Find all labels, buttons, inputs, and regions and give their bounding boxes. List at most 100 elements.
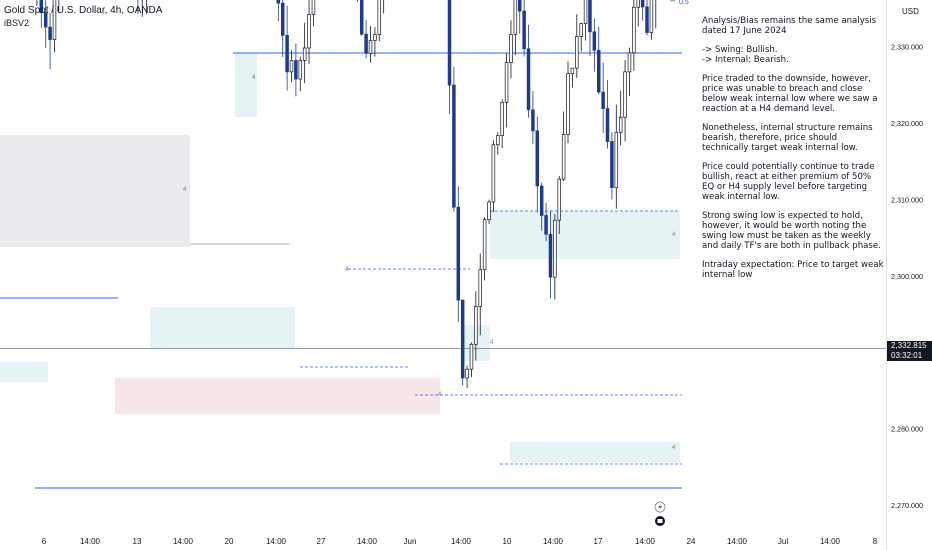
candle — [377, 0, 382, 42]
x-tick-label: 14:00 — [80, 537, 101, 546]
candle-body — [544, 215, 548, 235]
candle — [368, 25, 373, 63]
candle-body — [285, 34, 289, 73]
note-bias: Analysis/Bias remains the same analysis … — [702, 16, 877, 36]
chart-title: Gold Spot / U.S. Dollar, 4h, OANDA — [4, 5, 163, 16]
candle-body — [614, 131, 619, 188]
candle — [649, 0, 654, 40]
candle-body — [531, 109, 535, 132]
x-tick-label: 27 — [317, 537, 326, 546]
candle-body — [509, 33, 513, 63]
candle — [456, 186, 461, 322]
candle-body — [583, 0, 588, 24]
zone-marker: 4 — [252, 75, 256, 81]
candle-body — [368, 40, 373, 54]
candle-body — [632, 6, 636, 54]
candle — [561, 111, 566, 182]
candle-body — [478, 269, 482, 307]
x-tick-label: 14:00 — [173, 537, 194, 546]
candle-body — [627, 52, 632, 73]
candle — [311, 0, 316, 27]
candle-body — [535, 130, 540, 187]
candle-body — [623, 71, 627, 118]
zone-marker: 4 — [672, 232, 676, 238]
x-axis: 6 14:00 13 14:00 20 14:00 27 14:00 Jun 14:00 10 14:… — [42, 537, 878, 546]
y-tick-label: 2,270.000 — [891, 501, 923, 510]
candle — [513, 0, 518, 55]
h4-demand-zone — [510, 442, 680, 462]
candle — [526, 24, 531, 118]
candle — [43, 0, 48, 48]
candle — [487, 199, 491, 225]
note-continuation: Price could potentially continue to trad… — [702, 162, 875, 202]
candle — [285, 5, 289, 91]
candle-body — [289, 60, 294, 73]
candle-body — [618, 116, 623, 133]
x-tick-label: 10 — [503, 537, 512, 546]
candle — [579, 22, 583, 52]
candle — [482, 216, 487, 281]
candle — [614, 104, 619, 209]
candle — [592, 18, 597, 72]
y-tick-label: 2,310.000 — [891, 195, 923, 204]
candle — [575, 14, 579, 78]
candle-body — [548, 233, 553, 278]
candle — [141, 0, 143, 17]
candle — [610, 132, 614, 200]
candle-body — [566, 73, 570, 135]
last-price-value: 2,332.815 — [891, 341, 927, 350]
candle-body — [377, 0, 382, 35]
candle-body — [307, 14, 311, 49]
candle — [623, 60, 627, 142]
candle — [535, 116, 540, 213]
note-intraday: Intraday expectation: Price to target we… — [702, 260, 884, 280]
price-axis[interactable]: 2,270.0002,280.0002,290.0002,300.0002,31… — [886, 0, 932, 550]
indicator-label: iBSV2 — [4, 18, 30, 28]
candle-body — [597, 49, 601, 93]
candle-body — [645, 6, 649, 33]
x-tick-label: 14:00 — [727, 537, 748, 546]
candle-body — [588, 0, 592, 33]
candle — [356, 0, 358, 3]
x-tick-label: Jun — [404, 537, 417, 546]
candle-body — [298, 60, 303, 80]
candle — [294, 43, 298, 97]
candle — [146, 0, 148, 14]
x-tick-label: 24 — [687, 537, 696, 546]
x-tick-label: 14:00 — [543, 537, 564, 546]
candle-body — [601, 91, 605, 109]
candle — [597, 26, 601, 95]
candle — [137, 0, 139, 15]
candle-body — [364, 33, 368, 54]
candle — [553, 214, 557, 300]
candle-body — [649, 0, 654, 33]
candle-body — [513, 0, 518, 35]
candle-body — [491, 144, 496, 203]
supply-zone-grey — [0, 135, 190, 247]
candle-body — [640, 0, 645, 8]
candle — [383, 0, 385, 14]
note-swing: -> Swing: Bullish. — [702, 45, 778, 55]
candle-body — [575, 36, 579, 69]
candle — [36, 0, 38, 7]
note-swing-low: Strong swing low is expected to hold, ho… — [702, 211, 881, 251]
candle-body — [496, 135, 500, 146]
candle — [460, 299, 465, 386]
candle — [566, 61, 570, 144]
candle — [307, 0, 311, 65]
candle — [39, 0, 44, 28]
x-tick-label: 13 — [133, 537, 142, 546]
candle — [500, 99, 504, 149]
candle — [522, 0, 526, 57]
candle-body — [447, 0, 452, 86]
candle — [491, 140, 496, 213]
candle — [478, 253, 482, 336]
candle-body — [474, 306, 478, 345]
candle — [48, 13, 52, 70]
candle-body — [553, 219, 557, 278]
candle-body — [280, 2, 285, 36]
candle — [517, 0, 522, 34]
lightning-icon — [654, 501, 666, 513]
